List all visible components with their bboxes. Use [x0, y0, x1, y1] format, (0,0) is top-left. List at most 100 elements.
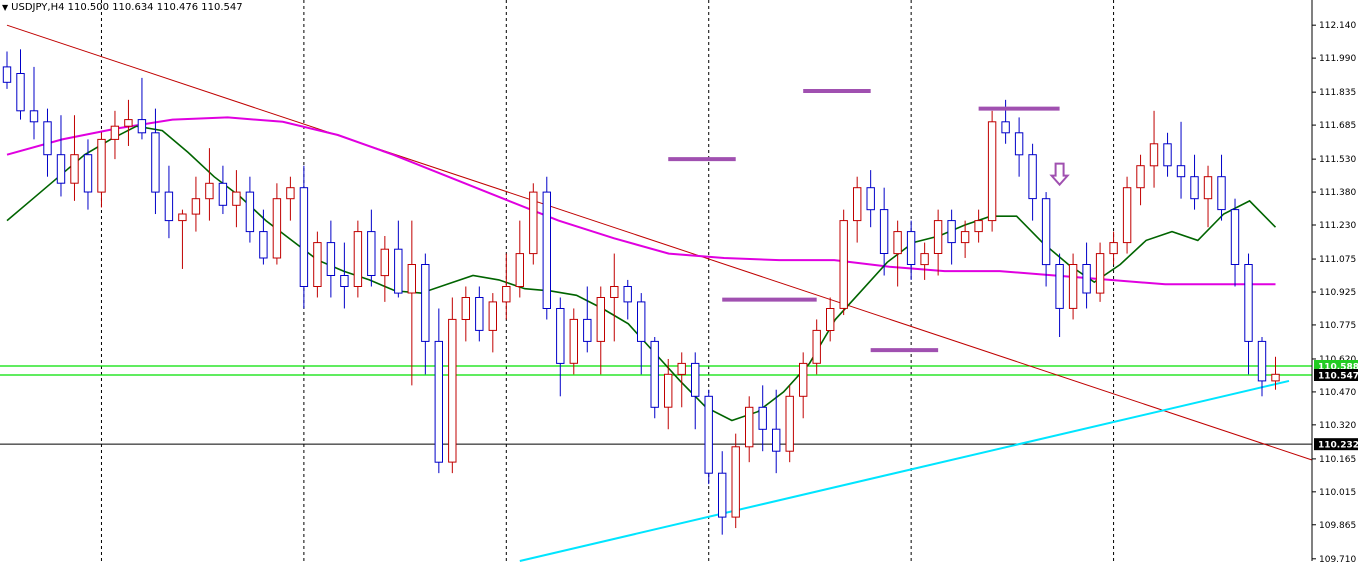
candle[interactable]: [380, 235, 390, 302]
candle[interactable]: [1041, 192, 1051, 287]
candle[interactable]: [326, 220, 336, 298]
candle[interactable]: [475, 286, 484, 342]
candle[interactable]: [906, 220, 916, 280]
candle[interactable]: [151, 108, 160, 215]
candle[interactable]: [879, 187, 889, 276]
candle[interactable]: [556, 297, 565, 397]
candle[interactable]: [299, 165, 309, 309]
candle[interactable]: [286, 176, 295, 221]
candle[interactable]: [704, 389, 713, 485]
candle[interactable]: [97, 132, 106, 208]
candle[interactable]: [623, 279, 632, 320]
candle[interactable]: [434, 308, 444, 474]
candle[interactable]: [124, 99, 133, 146]
candle[interactable]: [799, 352, 808, 419]
candle[interactable]: [340, 242, 349, 309]
candle[interactable]: [853, 176, 862, 243]
candle[interactable]: [893, 220, 902, 287]
candle[interactable]: [367, 209, 376, 287]
candle[interactable]: [1122, 176, 1132, 254]
candle[interactable]: [1230, 198, 1240, 287]
candle[interactable]: [920, 242, 929, 280]
candle[interactable]: [933, 209, 943, 276]
candle[interactable]: [110, 110, 120, 160]
candle[interactable]: [596, 286, 605, 375]
candle[interactable]: [1001, 99, 1010, 144]
candle[interactable]: [29, 66, 39, 140]
candle[interactable]: [637, 293, 646, 375]
candle[interactable]: [515, 220, 524, 298]
candle[interactable]: [56, 115, 66, 197]
candle[interactable]: [259, 209, 268, 265]
candle[interactable]: [677, 352, 686, 408]
candle[interactable]: [1176, 121, 1186, 199]
candle[interactable]: [1055, 253, 1064, 338]
candle[interactable]: [70, 115, 79, 201]
candle[interactable]: [650, 337, 659, 419]
collapse-triangle-icon[interactable]: ▼: [2, 3, 9, 12]
candle[interactable]: [1163, 132, 1172, 177]
down-arrow-icon[interactable]: [1049, 162, 1070, 187]
candle[interactable]: [1028, 143, 1037, 221]
candle[interactable]: [1190, 154, 1199, 210]
candle[interactable]: [218, 165, 228, 215]
candle[interactable]: [313, 231, 322, 298]
candle[interactable]: [1217, 154, 1226, 221]
candle[interactable]: [529, 183, 538, 265]
price-marker[interactable]: 110.547: [1314, 368, 1359, 382]
candle[interactable]: [691, 352, 700, 430]
candle[interactable]: [1136, 154, 1145, 206]
candle[interactable]: [245, 176, 255, 243]
candle[interactable]: [272, 183, 282, 265]
price-marker[interactable]: 110.232: [1314, 438, 1359, 451]
candle[interactable]: [353, 220, 363, 298]
candle[interactable]: [205, 148, 214, 221]
candle[interactable]: [610, 253, 619, 342]
candle[interactable]: [1203, 165, 1213, 228]
candle[interactable]: [1271, 356, 1280, 390]
candle[interactable]: [812, 319, 821, 375]
candle[interactable]: [164, 165, 174, 239]
candle[interactable]: [1095, 242, 1105, 302]
candle[interactable]: [866, 170, 875, 228]
candle[interactable]: [569, 308, 578, 375]
candle[interactable]: [1257, 337, 1267, 397]
candle[interactable]: [178, 209, 187, 269]
candle[interactable]: [974, 209, 983, 243]
downtrend-line[interactable]: [6, 24, 1313, 461]
candle[interactable]: [745, 396, 754, 463]
candle[interactable]: [664, 358, 673, 430]
candle[interactable]: [839, 209, 848, 316]
candle[interactable]: [772, 389, 781, 474]
candle[interactable]: [583, 286, 592, 353]
candle[interactable]: [1244, 253, 1253, 375]
candle[interactable]: [1109, 231, 1118, 265]
candle[interactable]: [731, 433, 740, 529]
candle[interactable]: [1082, 242, 1091, 309]
candle[interactable]: [758, 385, 767, 452]
candle[interactable]: [947, 209, 956, 265]
candle[interactable]: [83, 139, 93, 210]
slow-moving-average[interactable]: [6, 116, 1276, 286]
candle[interactable]: [461, 286, 471, 342]
candle[interactable]: [448, 297, 457, 474]
candle[interactable]: [960, 220, 970, 258]
candle[interactable]: [488, 293, 498, 353]
candle[interactable]: [407, 220, 417, 386]
candle[interactable]: [137, 77, 147, 140]
candle[interactable]: [16, 49, 25, 120]
candle[interactable]: [1149, 110, 1159, 188]
candle[interactable]: [43, 108, 52, 177]
candle[interactable]: [826, 297, 835, 342]
candle[interactable]: [191, 176, 201, 232]
candle[interactable]: [785, 385, 794, 463]
candle[interactable]: [502, 253, 511, 320]
candle[interactable]: [421, 253, 430, 375]
candle[interactable]: [232, 170, 241, 228]
candle[interactable]: [718, 451, 727, 535]
candle[interactable]: [987, 110, 997, 232]
candle[interactable]: [1068, 253, 1078, 320]
candle[interactable]: [542, 176, 551, 320]
